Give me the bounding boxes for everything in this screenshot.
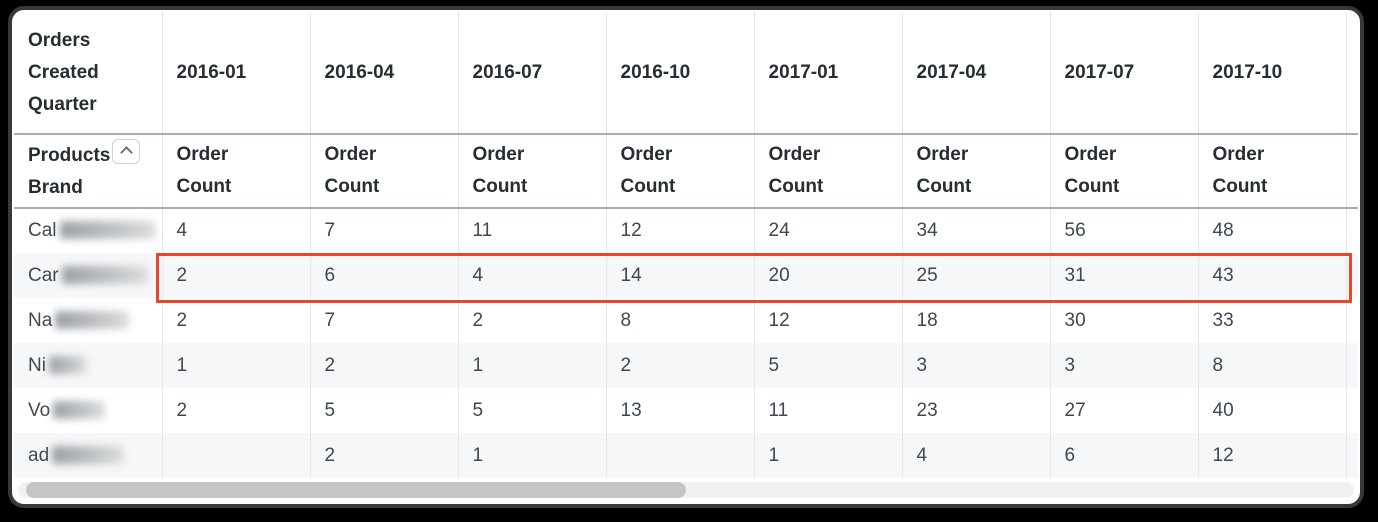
value-cell[interactable]: 5 [310, 388, 459, 433]
measure-header[interactable]: Order Count [162, 134, 311, 209]
value-cell[interactable]: 25 [902, 253, 1051, 298]
measure-header[interactable]: Order Count [902, 134, 1051, 209]
corner-header-cell: Orders Created Quarter [14, 12, 163, 135]
value-cell[interactable]: 2 [310, 433, 459, 478]
value-cell[interactable]: 1 [162, 343, 311, 388]
value-cell[interactable] [162, 433, 311, 478]
value-cell[interactable]: 3 [1050, 343, 1199, 388]
value-cell[interactable]: 4 [902, 433, 1051, 478]
value-cell[interactable]: 8 [606, 298, 755, 343]
table-row-highlighted: Car 2 6 4 14 20 25 31 43 [14, 253, 1358, 298]
table-viewport: Orders Created Quarter 2016-01 2016-04 2… [12, 12, 1360, 504]
table-row: Ni 1 2 1 2 5 3 3 8 [14, 343, 1358, 388]
value-cell[interactable]: 24 [754, 208, 903, 253]
measure-header-row: Products Brand Order Count Order Count O… [14, 134, 1358, 209]
table-row: Vo 2 5 5 13 11 23 27 40 [14, 388, 1358, 433]
value-cell[interactable]: 1 [458, 433, 607, 478]
redacted-label-blur [55, 310, 130, 329]
column-header-quarter[interactable]: 2017-04 [902, 12, 1051, 135]
measure-header[interactable]: Order Count [1198, 134, 1347, 209]
redacted-label-blur [52, 445, 125, 464]
value-cell[interactable]: 14 [606, 253, 755, 298]
value-cell[interactable]: 56 [1050, 208, 1199, 253]
value-cell[interactable]: 11 [458, 208, 607, 253]
measure-header-partial [1346, 134, 1358, 209]
value-cell[interactable]: 6 [310, 253, 459, 298]
column-header-quarter[interactable]: 2016-10 [606, 12, 755, 135]
column-header-quarter[interactable]: 2017-10 [1198, 12, 1347, 135]
column-header-partial [1346, 12, 1358, 135]
row-label[interactable]: Ni [14, 343, 163, 388]
value-cell[interactable]: 4 [458, 253, 607, 298]
table-row: ad 2 1 1 4 6 12 [14, 433, 1358, 478]
measure-header[interactable]: Order Count [606, 134, 755, 209]
value-cell[interactable]: 5 [458, 388, 607, 433]
column-header-quarter[interactable]: 2017-07 [1050, 12, 1199, 135]
value-cell[interactable]: 11 [754, 388, 903, 433]
value-cell[interactable]: 12 [606, 208, 755, 253]
table-row: Cal 4 7 11 12 24 34 56 48 [14, 208, 1358, 253]
table-row: Na 2 7 2 8 12 18 30 33 [14, 298, 1358, 343]
redacted-label-blur [53, 400, 106, 419]
row-label[interactable]: Na [14, 298, 163, 343]
value-cell[interactable]: 2 [162, 388, 311, 433]
value-cell[interactable]: 12 [1198, 433, 1347, 478]
value-cell[interactable]: 34 [902, 208, 1051, 253]
row-label[interactable]: Car [14, 253, 163, 298]
value-cell[interactable]: 4 [162, 208, 311, 253]
measure-header[interactable]: Order Count [1050, 134, 1199, 209]
redacted-label-blur [61, 265, 148, 284]
value-cell[interactable]: 2 [310, 343, 459, 388]
value-cell[interactable]: 43 [1198, 253, 1347, 298]
value-cell[interactable]: 30 [1050, 298, 1199, 343]
column-header-quarter[interactable]: 2017-01 [754, 12, 903, 135]
value-cell[interactable]: 27 [1050, 388, 1199, 433]
collapse-header-button[interactable] [112, 138, 141, 164]
value-cell[interactable] [606, 433, 755, 478]
measure-header[interactable]: Order Count [754, 134, 903, 209]
value-cell[interactable]: 2 [458, 298, 607, 343]
value-cell[interactable]: 31 [1050, 253, 1199, 298]
value-cell[interactable]: 8 [1198, 343, 1347, 388]
value-cell[interactable]: 48 [1198, 208, 1347, 253]
value-cell[interactable]: 1 [458, 343, 607, 388]
value-cell[interactable]: 12 [754, 298, 903, 343]
value-cell[interactable]: 7 [310, 208, 459, 253]
value-cell[interactable]: 23 [902, 388, 1051, 433]
value-cell[interactable]: 33 [1198, 298, 1347, 343]
value-cell[interactable]: 2 [606, 343, 755, 388]
row-dimension-header-cell: Products Brand [14, 134, 163, 209]
quarter-header-row: Orders Created Quarter 2016-01 2016-04 2… [14, 12, 1358, 135]
value-cell[interactable]: 5 [754, 343, 903, 388]
column-header-quarter[interactable]: 2016-04 [310, 12, 459, 135]
value-cell[interactable]: 3 [902, 343, 1051, 388]
pivot-table: Orders Created Quarter 2016-01 2016-04 2… [14, 12, 1358, 478]
row-dimension-label-line1: Products [28, 144, 111, 166]
measure-header[interactable]: Order Count [310, 134, 459, 209]
value-cell[interactable]: 2 [162, 253, 311, 298]
row-label[interactable]: ad [14, 433, 163, 478]
row-label[interactable]: Vo [14, 388, 163, 433]
value-cell[interactable]: 13 [606, 388, 755, 433]
horizontal-scrollbar-thumb[interactable] [26, 482, 686, 498]
column-header-quarter[interactable]: 2016-01 [162, 12, 311, 135]
table-window: Orders Created Quarter 2016-01 2016-04 2… [8, 6, 1364, 508]
corner-header-label: Orders Created Quarter [28, 29, 99, 115]
measure-header[interactable]: Order Count [458, 134, 607, 209]
row-dimension-label-line2: Brand [28, 176, 83, 198]
value-cell[interactable]: 18 [902, 298, 1051, 343]
redacted-label-blur [59, 221, 156, 239]
redacted-label-blur [48, 355, 87, 374]
column-header-quarter[interactable]: 2016-07 [458, 12, 607, 135]
value-cell[interactable]: 40 [1198, 388, 1347, 433]
chevron-up-icon [119, 145, 133, 159]
value-cell[interactable]: 7 [310, 298, 459, 343]
horizontal-scrollbar-track[interactable] [18, 482, 1354, 498]
row-label[interactable]: Cal [14, 208, 163, 253]
value-cell[interactable]: 6 [1050, 433, 1199, 478]
value-cell[interactable]: 20 [754, 253, 903, 298]
value-cell[interactable]: 1 [754, 433, 903, 478]
value-cell[interactable]: 2 [162, 298, 311, 343]
